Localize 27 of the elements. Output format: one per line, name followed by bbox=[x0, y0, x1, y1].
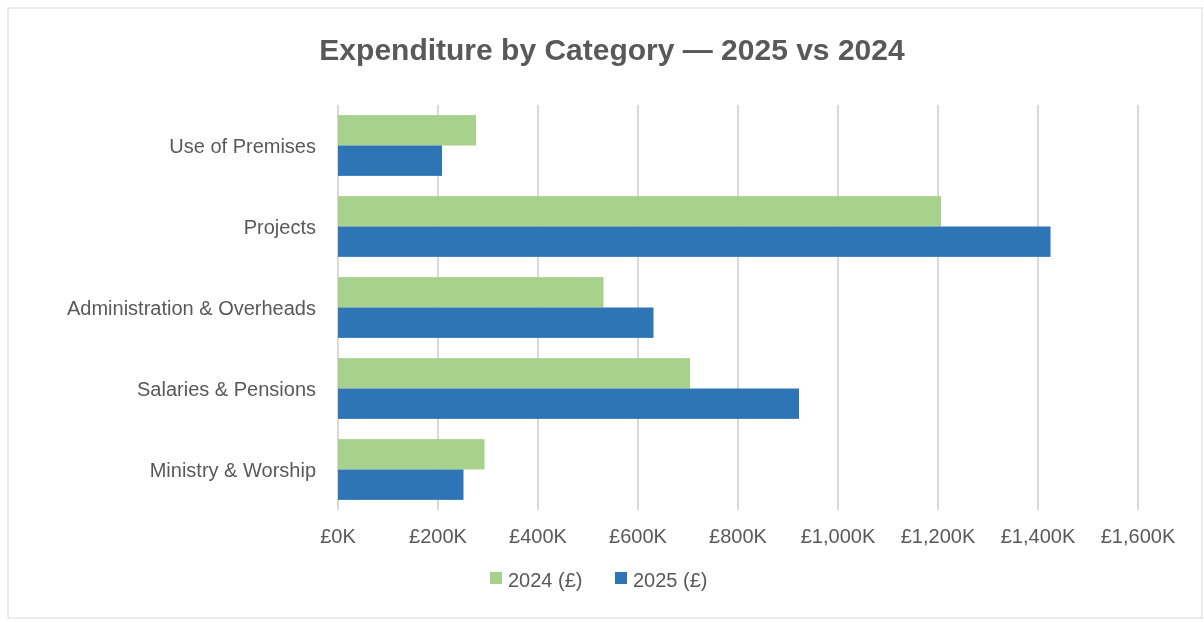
x-tick-label: £1,400K bbox=[1000, 525, 1076, 547]
y-tick-label: Salaries & Pensions bbox=[137, 377, 316, 400]
x-tick-label: £0K bbox=[320, 525, 357, 547]
bar bbox=[338, 388, 799, 419]
x-tick-label: £600K bbox=[609, 525, 668, 547]
bar bbox=[338, 277, 604, 308]
chart-title: Expenditure by Category — 2025 vs 2024 bbox=[319, 33, 905, 66]
x-tick-label: £400K bbox=[509, 525, 568, 547]
x-tick-label: £200K bbox=[409, 525, 468, 547]
bar bbox=[338, 196, 941, 227]
legend-label: 2024 (£) bbox=[508, 569, 583, 591]
x-tick-label: £1,600K bbox=[1100, 525, 1176, 547]
bar bbox=[338, 307, 654, 338]
y-tick-label: Use of Premises bbox=[169, 134, 316, 157]
bar bbox=[338, 469, 464, 500]
bar bbox=[338, 115, 476, 146]
x-tick-label: £800K bbox=[709, 525, 768, 547]
bar bbox=[338, 226, 1051, 257]
legend-label: 2025 (£) bbox=[633, 569, 708, 591]
bar bbox=[338, 145, 442, 176]
x-tick-label: £1,000K bbox=[800, 525, 876, 547]
x-tick-label: £1,200K bbox=[900, 525, 976, 547]
bar bbox=[338, 439, 485, 470]
y-tick-label: Projects bbox=[243, 215, 316, 238]
y-tick-label: Ministry & Worship bbox=[149, 458, 316, 481]
bar bbox=[338, 358, 690, 389]
y-tick-label: Administration & Overheads bbox=[66, 296, 316, 319]
